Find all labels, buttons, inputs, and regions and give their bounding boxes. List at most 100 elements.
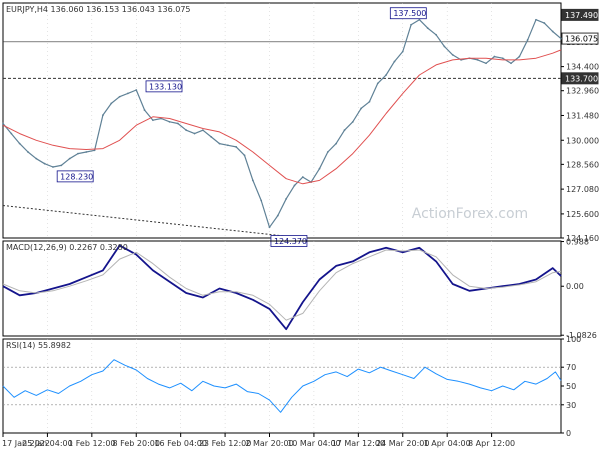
- annotation-box: [56, 170, 94, 183]
- price-point: [135, 89, 138, 91]
- price-point: [443, 45, 446, 48]
- rsi-title: RSI(14) 55.8982: [6, 341, 71, 350]
- price-point: [518, 55, 521, 58]
- rsi-y-tick-label: 100: [566, 335, 581, 344]
- price-point: [127, 92, 129, 95]
- price-point: [185, 129, 188, 132]
- x-tick-label: 24 Mar 20:00: [376, 439, 429, 448]
- price-point: [560, 37, 562, 40]
- macd-series-1: [2, 249, 562, 321]
- x-tick-label: 1 Apr 04:00: [424, 439, 471, 448]
- price-series-0: [2, 19, 562, 228]
- price-point: [77, 152, 79, 155]
- price-y-tick-label: 125.600: [566, 210, 599, 219]
- price-point: [251, 179, 254, 182]
- price-y-tick-label: 130.000: [566, 136, 599, 145]
- price-label-box: [561, 72, 599, 85]
- annotation-box: [145, 80, 183, 93]
- annotation-box: [389, 7, 427, 20]
- price-point: [218, 142, 221, 145]
- price-y-tick-label: 128.560: [566, 160, 599, 169]
- price-y-tick-label: 132.960: [566, 87, 599, 96]
- price-point: [493, 55, 496, 58]
- price-point: [193, 132, 196, 135]
- price-point: [326, 151, 329, 153]
- price-series-2: [2, 205, 289, 237]
- rsi-series-0: [2, 359, 562, 413]
- watermark: ActionForex.com: [412, 206, 528, 222]
- macd-series-0: [2, 244, 562, 331]
- price-point: [210, 136, 213, 138]
- price-label-box: [561, 32, 599, 45]
- rsi-y-tick-label: 30: [566, 401, 576, 410]
- annotation-label: 133.130: [149, 82, 182, 91]
- price-series-1: [2, 49, 562, 185]
- price-point: [393, 60, 396, 63]
- rsi-y-tick-label: 70: [566, 363, 576, 372]
- price-title: EURJPY,H4 136.060 136.153 136.043 136.07…: [6, 5, 191, 14]
- price-point: [526, 38, 529, 41]
- price-point: [410, 23, 412, 26]
- x-tick-label: 16 Feb 04:00: [154, 439, 206, 448]
- x-tick-label: 17 Jan 2022: [2, 439, 50, 448]
- price-point: [2, 122, 4, 125]
- rsi-frame: [2, 338, 562, 434]
- price-y-tick-label: 134.400: [566, 63, 599, 72]
- price-point: [68, 157, 71, 160]
- price-point: [93, 149, 96, 152]
- price-point: [510, 62, 512, 65]
- macd-frame: [2, 240, 562, 337]
- price-label: 137.490: [565, 11, 598, 20]
- rsi-y-tick-label: 0: [566, 429, 571, 438]
- price-point: [485, 62, 487, 65]
- price-point: [243, 154, 246, 157]
- price-point: [285, 197, 288, 200]
- price-label: 133.700: [565, 74, 598, 83]
- price-point: [201, 129, 204, 132]
- price-point: [235, 146, 238, 148]
- price-point: [152, 119, 154, 122]
- x-tick-label: 1 Feb 12:00: [68, 439, 115, 448]
- macd-y-tick-label: -1.0826: [566, 331, 597, 340]
- price-point: [476, 59, 479, 61]
- price-point: [176, 122, 179, 125]
- x-tick-label: 17 Mar 12:00: [332, 439, 385, 448]
- rsi-y-tick-label: 50: [566, 382, 576, 391]
- macd-y-tick-label: 0.988: [566, 238, 589, 247]
- price-point: [35, 157, 38, 160]
- price-point: [501, 57, 504, 60]
- price-y-tick-label: 127.080: [566, 185, 599, 194]
- price-point: [351, 120, 354, 123]
- price-point: [110, 102, 113, 105]
- price-point: [301, 176, 304, 178]
- price-label-box: [561, 8, 599, 21]
- price-point: [360, 107, 363, 110]
- price-point: [276, 214, 279, 217]
- price-point: [535, 18, 537, 21]
- price-point: [318, 167, 321, 170]
- x-tick-label: 8 Apr 12:00: [468, 439, 515, 448]
- price-label: 136.075: [565, 35, 598, 44]
- price-point: [343, 129, 346, 132]
- annotation-label: 137.500: [393, 9, 426, 18]
- price-point: [85, 151, 88, 153]
- price-point: [18, 142, 21, 145]
- price-point: [143, 109, 146, 112]
- price-point: [52, 166, 54, 168]
- price-frame: [2, 2, 562, 239]
- x-tick-label: 23 Feb 12:00: [199, 439, 251, 448]
- price-point: [168, 120, 171, 123]
- x-tick-label: 25 Jan 04:00: [22, 439, 73, 448]
- price-y-tick-label: 124.160: [566, 234, 599, 243]
- macd-y-tick-label: 0.00: [566, 282, 584, 291]
- price-point: [368, 100, 371, 103]
- price-point: [27, 151, 29, 153]
- price-point: [10, 132, 13, 135]
- price-point: [418, 18, 421, 21]
- price-point: [60, 164, 63, 167]
- price-point: [426, 27, 429, 30]
- x-tick-label: 2 Mar 20:00: [245, 439, 293, 448]
- annotation-label: 128.230: [60, 172, 93, 181]
- macd-title: MACD(12,26,9) 0.2267 0.3280: [6, 243, 128, 252]
